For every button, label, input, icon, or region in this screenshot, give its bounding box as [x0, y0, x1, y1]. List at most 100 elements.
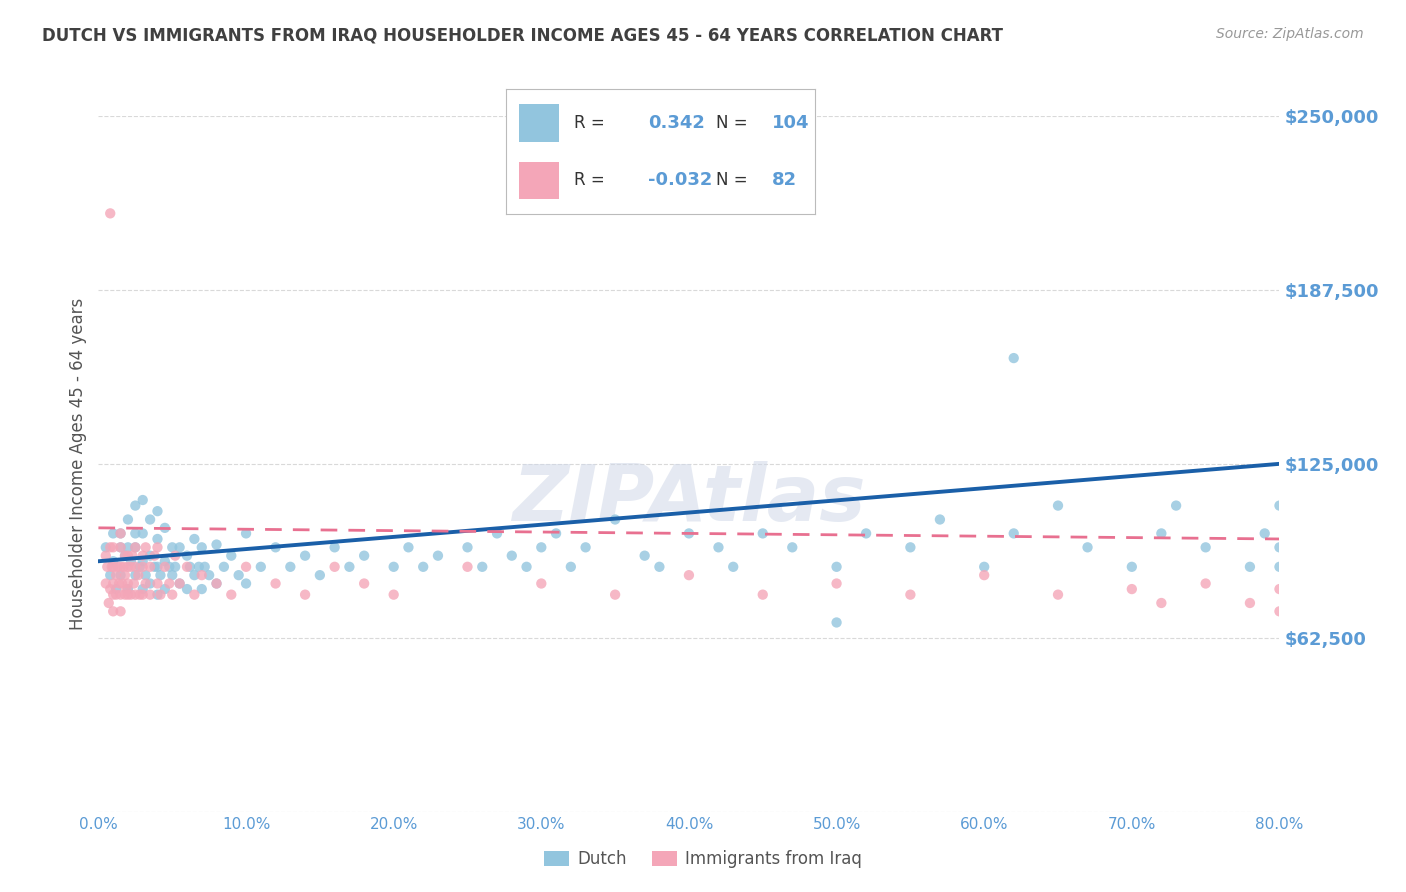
Point	[114, 568, 136, 582]
Point	[103, 559, 125, 574]
Point	[707, 541, 730, 555]
Point	[98, 541, 121, 555]
Text: N =: N =	[717, 114, 748, 132]
Point	[124, 541, 146, 555]
Point	[323, 559, 346, 574]
Point	[157, 559, 180, 574]
Point	[928, 512, 950, 526]
Point	[235, 559, 257, 574]
Point	[162, 588, 183, 602]
Point	[1268, 541, 1291, 555]
Point	[183, 588, 205, 602]
Point	[139, 588, 162, 602]
Point	[412, 559, 434, 574]
Text: DUTCH VS IMMIGRANTS FROM IRAQ HOUSEHOLDER INCOME AGES 45 - 64 YEARS CORRELATION : DUTCH VS IMMIGRANTS FROM IRAQ HOUSEHOLDE…	[42, 27, 1002, 45]
Point	[117, 549, 139, 563]
Point	[176, 559, 198, 574]
Point	[132, 582, 155, 596]
Point	[1195, 541, 1218, 555]
Point	[515, 559, 537, 574]
Point	[146, 532, 169, 546]
Point	[353, 549, 375, 563]
Point	[973, 559, 995, 574]
Point	[294, 588, 316, 602]
Point	[264, 576, 287, 591]
Point	[456, 559, 478, 574]
Legend: Dutch, Immigrants from Iraq: Dutch, Immigrants from Iraq	[537, 844, 869, 875]
Point	[114, 549, 136, 563]
Point	[139, 559, 162, 574]
Point	[825, 576, 848, 591]
Point	[544, 526, 567, 541]
Point	[187, 559, 209, 574]
Point	[456, 541, 478, 555]
Point	[110, 541, 132, 555]
Point	[782, 541, 804, 555]
Point	[169, 576, 191, 591]
Point	[427, 549, 450, 563]
Text: N =: N =	[717, 171, 748, 189]
Point	[112, 559, 135, 574]
Point	[117, 576, 139, 591]
Point	[110, 588, 132, 602]
Point	[486, 526, 509, 541]
Point	[110, 604, 132, 618]
Point	[122, 576, 145, 591]
Point	[94, 549, 117, 563]
Point	[139, 512, 162, 526]
Point	[605, 588, 627, 602]
Point	[396, 541, 419, 555]
Point	[530, 576, 553, 591]
Point	[115, 582, 138, 596]
Point	[124, 526, 146, 541]
Point	[323, 541, 346, 555]
Point	[337, 559, 360, 574]
Point	[132, 554, 155, 568]
Point	[194, 559, 217, 574]
Point	[157, 576, 180, 591]
Point	[110, 559, 132, 574]
Point	[105, 582, 128, 596]
Point	[1150, 526, 1173, 541]
Point	[146, 588, 169, 602]
Point	[501, 549, 523, 563]
Point	[205, 576, 228, 591]
Point	[205, 576, 228, 591]
Text: 0.342: 0.342	[648, 114, 706, 132]
Point	[128, 559, 150, 574]
Point	[132, 588, 155, 602]
Point	[825, 559, 848, 574]
Y-axis label: Householder Income Ages 45 - 64 years: Householder Income Ages 45 - 64 years	[69, 298, 87, 630]
Point	[162, 568, 183, 582]
Point	[205, 537, 228, 551]
Point	[103, 526, 125, 541]
Point	[132, 559, 155, 574]
Point	[132, 493, 155, 508]
Point	[98, 206, 121, 220]
Point	[1002, 351, 1025, 365]
Point	[825, 615, 848, 630]
Point	[110, 568, 132, 582]
Point	[1046, 499, 1069, 513]
Point	[721, 559, 744, 574]
Point	[120, 559, 142, 574]
Point	[146, 576, 169, 591]
Point	[278, 559, 302, 574]
Point	[117, 582, 139, 596]
Text: 82: 82	[772, 171, 797, 189]
Point	[120, 554, 142, 568]
Point	[1268, 582, 1291, 596]
Point	[153, 559, 176, 574]
Point	[153, 554, 176, 568]
Point	[135, 576, 157, 591]
Point	[103, 604, 125, 618]
Point	[1268, 604, 1291, 618]
Point	[110, 526, 132, 541]
Point	[183, 568, 205, 582]
Point	[132, 526, 155, 541]
Point	[1150, 596, 1173, 610]
Point	[143, 549, 166, 563]
Point	[149, 568, 172, 582]
Point	[146, 559, 169, 574]
Point	[176, 582, 198, 596]
